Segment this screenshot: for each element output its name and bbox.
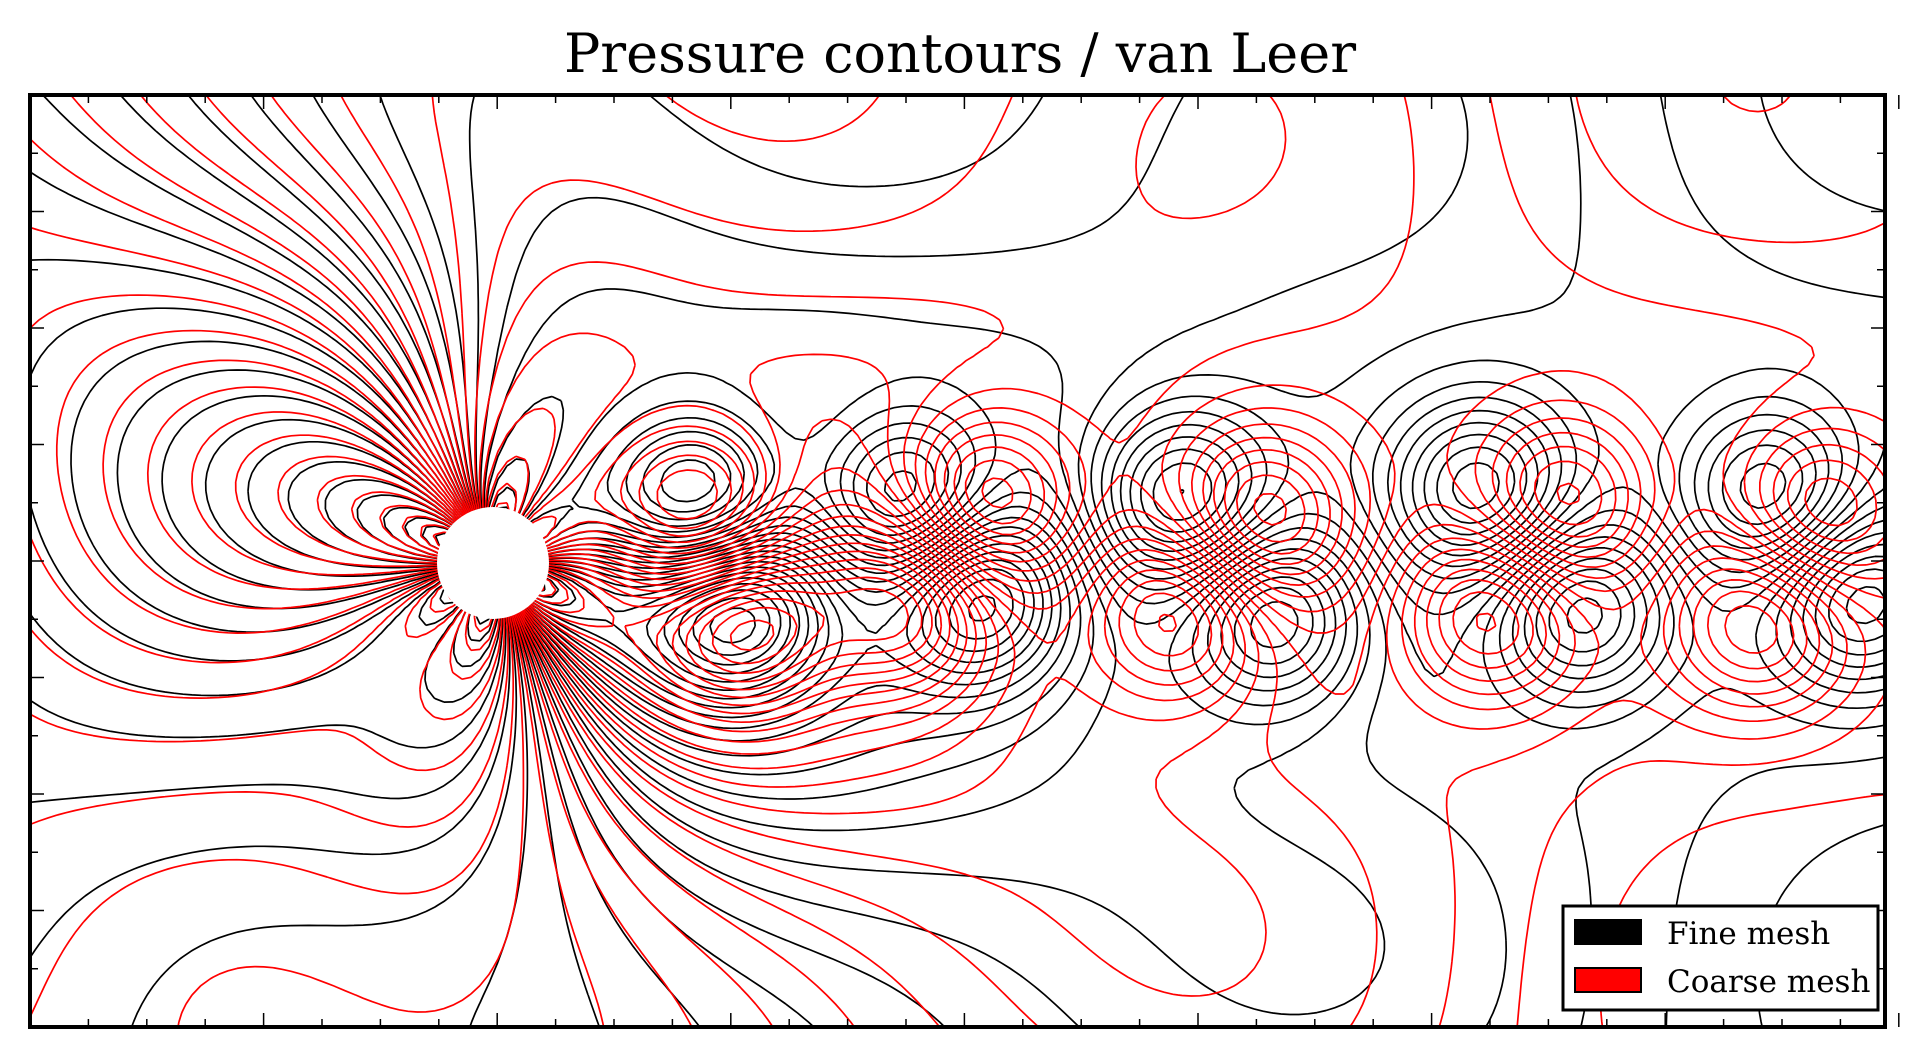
fine-mesh-contour-line <box>468 95 1885 1027</box>
coarse-mesh-contour-line <box>524 542 960 724</box>
coarse-mesh-contour-line <box>30 226 1288 721</box>
fine-mesh-contour-line <box>312 95 1885 1027</box>
coarse-mesh-contour-line <box>30 95 1878 1018</box>
coarse-mesh-contour-line <box>529 558 943 707</box>
fine-mesh-contour-line <box>524 526 1885 757</box>
chart-title: Pressure contours / van Leer <box>564 22 1356 85</box>
fine-mesh-contour-line <box>30 307 499 668</box>
coarse-mesh-contour-line <box>431 95 1885 1027</box>
coarse-mesh-contours <box>30 95 1885 1027</box>
coarse-mesh-contour-line <box>490 482 1808 788</box>
fine-mesh-contour-line <box>30 258 1500 703</box>
coarse-mesh-contour-line <box>234 434 463 568</box>
coarse-mesh-contour-line <box>729 619 775 651</box>
coarse-mesh-contour-line <box>191 411 463 576</box>
coarse-mesh-contour-line <box>102 359 494 633</box>
coarse-mesh-contour-line <box>30 294 501 681</box>
coarse-mesh-contour-line <box>177 95 1885 1027</box>
coarse-mesh-contour-line <box>55 329 498 652</box>
coarse-mesh-contour-line <box>495 501 1795 770</box>
fine-mesh-contour-line <box>487 458 1885 832</box>
coarse-mesh-contour-line <box>486 455 1821 815</box>
coarse-mesh-contour-line <box>146 386 481 613</box>
coarse-mesh-contour-line <box>711 606 798 665</box>
legend-label-coarse-mesh: Coarse mesh <box>1667 964 1870 1000</box>
coarse-mesh-contour-line <box>524 525 1497 743</box>
coarse-mesh-contour-line <box>484 407 1834 997</box>
legend: Fine mesh Coarse mesh <box>1561 904 1880 1012</box>
coarse-mesh-contour-line <box>533 572 923 691</box>
fine-mesh-contours <box>30 95 1885 1027</box>
legend-swatch-fine-mesh <box>1574 919 1642 945</box>
coarse-mesh-contour-line <box>524 534 1178 733</box>
coarse-mesh-contour-line <box>524 515 1779 755</box>
fine-mesh-contour-line <box>250 95 1830 1027</box>
legend-swatch-coarse-mesh <box>1574 967 1642 993</box>
coarse-mesh-contour-line <box>419 524 454 553</box>
coarse-mesh-contour-line <box>277 455 463 564</box>
coarse-mesh-contour-line <box>379 504 456 558</box>
coarse-mesh-contour-line <box>525 550 951 715</box>
fine-mesh-contour-line <box>30 95 1787 804</box>
fine-mesh-contour-line <box>709 607 757 644</box>
cylinder-body <box>437 507 549 619</box>
coarse-mesh-contour-line <box>316 474 462 562</box>
coarse-mesh-contour-line <box>339 95 1885 1027</box>
coarse-mesh-contour-line <box>533 586 825 674</box>
coarse-mesh-contour-line <box>30 95 1858 828</box>
fine-mesh-contour-line <box>161 394 463 591</box>
axis-ticks <box>29 94 1900 1028</box>
coarse-mesh-contour-line <box>478 95 1867 1027</box>
plot-area <box>30 95 1885 1027</box>
legend-label-fine-mesh: Fine mesh <box>1667 916 1830 952</box>
coarse-mesh-contour-line <box>474 95 1885 1027</box>
coarse-mesh-contour-line <box>350 491 459 560</box>
